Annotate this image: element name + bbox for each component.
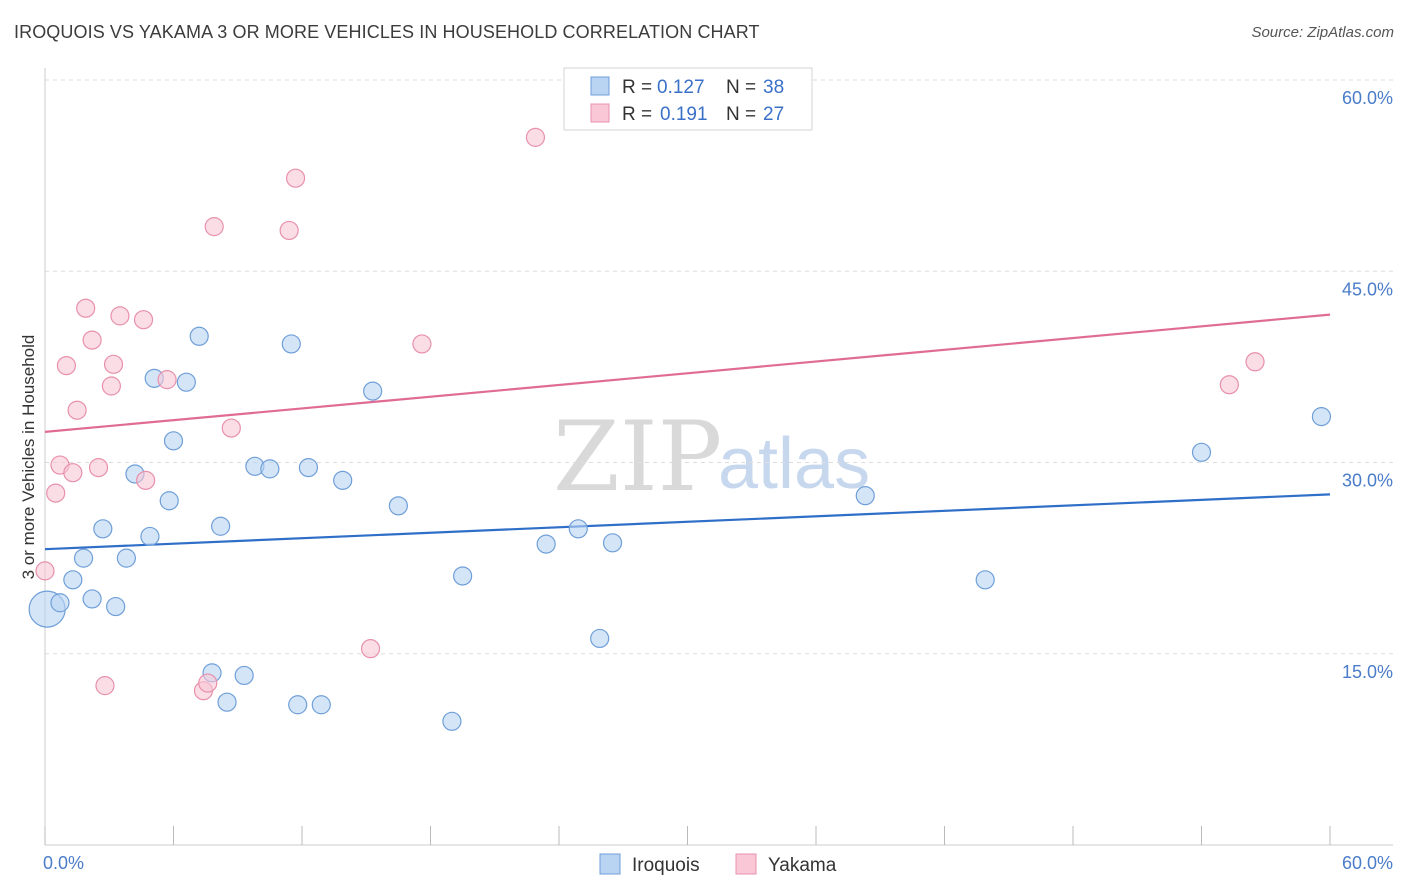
legend-r-label: R = xyxy=(622,77,652,98)
point-iroquois-26 xyxy=(363,381,383,401)
point-iroquois-2 xyxy=(63,570,83,590)
point-iroquois-13 xyxy=(176,372,196,392)
grid-lines xyxy=(45,79,1393,655)
point-iroquois-35 xyxy=(975,570,995,590)
legend-r-value-yakama: 0.191 xyxy=(660,104,708,125)
point-iroquois-14 xyxy=(189,326,209,346)
point-yakama-3 xyxy=(56,356,77,376)
point-yakama-25 xyxy=(1219,375,1239,395)
point-yakama-21 xyxy=(285,168,306,188)
point-iroquois-12 xyxy=(163,431,184,451)
point-iroquois-17 xyxy=(217,692,237,712)
legend-n-label: N = xyxy=(726,104,756,125)
bottom-legend-yakama: Yakama xyxy=(768,855,837,876)
point-iroquois-31 xyxy=(568,519,588,539)
legend-r-label: R = xyxy=(622,104,652,125)
bottom-legend-swatch-yakama xyxy=(735,853,757,875)
point-yakama-4 xyxy=(63,463,83,483)
point-iroquois-18 xyxy=(234,665,254,686)
legend-box: R = 0.127 N = 38 R = 0.191 N = 27 xyxy=(563,67,813,131)
point-iroquois-16 xyxy=(211,516,231,536)
point-yakama-12 xyxy=(110,306,130,326)
point-iroquois-29 xyxy=(453,566,473,586)
y-tick-label: 15.0% xyxy=(1342,662,1393,682)
legend-swatch-iroquois xyxy=(590,76,610,96)
trend-line-yakama xyxy=(44,313,1331,433)
point-iroquois-9 xyxy=(140,526,160,547)
point-iroquois-33 xyxy=(602,533,623,553)
point-yakama-23 xyxy=(412,334,432,354)
point-yakama-8 xyxy=(88,458,109,478)
point-yakama-18 xyxy=(204,217,224,237)
y-tick-label: 60.0% xyxy=(1342,88,1393,108)
point-iroquois-27 xyxy=(388,496,408,516)
legend-n-label: N = xyxy=(726,77,756,98)
y-tick-label: 45.0% xyxy=(1342,279,1393,299)
legend-r-value-iroquois: 0.127 xyxy=(657,77,705,98)
chart-title: IROQUOIS VS YAKAMA 3 OR MORE VEHICLES IN… xyxy=(14,22,760,42)
point-iroquois-20 xyxy=(260,459,280,479)
point-yakama-22 xyxy=(360,639,381,659)
point-iroquois-11 xyxy=(159,491,179,511)
point-yakama-7 xyxy=(82,330,102,350)
point-yakama-20 xyxy=(279,220,299,241)
legend-swatch-yakama xyxy=(590,103,610,123)
point-iroquois-22 xyxy=(288,695,308,715)
legend-n-value-yakama: 27 xyxy=(763,104,784,125)
point-yakama-15 xyxy=(157,370,177,390)
point-iroquois-1 xyxy=(50,593,70,613)
point-yakama-13 xyxy=(133,310,154,330)
x-tick-label-min: 0.0% xyxy=(43,853,84,873)
point-yakama-6 xyxy=(76,298,96,318)
point-yakama-5 xyxy=(67,400,87,420)
bottom-legend-iroquois: Iroquois xyxy=(632,855,700,876)
point-iroquois-36 xyxy=(1191,442,1212,462)
watermark-zip: ZIP xyxy=(553,401,722,513)
trend-line-iroquois xyxy=(44,493,1331,551)
y-axis-title: 3 or more Vehicles in Household xyxy=(19,335,38,580)
axes xyxy=(44,68,1393,846)
point-iroquois-28 xyxy=(442,711,462,731)
trend-lines xyxy=(44,313,1331,551)
point-iroquois-6 xyxy=(106,596,126,617)
point-yakama-17 xyxy=(198,673,218,693)
data-points xyxy=(28,127,1332,731)
point-yakama-10 xyxy=(101,376,121,396)
point-iroquois-25 xyxy=(333,470,353,490)
point-yakama-1 xyxy=(46,483,66,503)
point-iroquois-34 xyxy=(855,486,875,506)
point-iroquois-30 xyxy=(536,534,556,554)
point-yakama-11 xyxy=(103,354,124,374)
bottom-legend: Iroquois Yakama xyxy=(599,853,837,876)
point-yakama-0 xyxy=(35,561,55,581)
point-iroquois-24 xyxy=(311,695,331,715)
point-iroquois-32 xyxy=(590,628,610,649)
point-iroquois-21 xyxy=(281,334,301,354)
point-iroquois-37 xyxy=(1311,407,1332,427)
point-yakama-9 xyxy=(95,676,115,696)
point-iroquois-7 xyxy=(116,548,136,568)
source-label: Source: ZipAtlas.com xyxy=(1251,24,1394,41)
point-yakama-24 xyxy=(525,127,546,147)
point-iroquois-5 xyxy=(93,519,113,539)
watermark-atlas: atlas xyxy=(718,424,870,504)
point-yakama-26 xyxy=(1245,352,1265,372)
point-iroquois-3 xyxy=(73,548,94,568)
point-iroquois-4 xyxy=(82,589,102,609)
point-yakama-14 xyxy=(136,470,156,490)
bottom-legend-swatch-iroquois xyxy=(599,853,621,875)
point-iroquois-23 xyxy=(298,458,319,478)
y-tick-label: 30.0% xyxy=(1342,471,1393,491)
point-yakama-19 xyxy=(221,418,241,438)
legend-n-value-iroquois: 38 xyxy=(763,77,784,98)
y-tick-labels: 15.0% 30.0% 45.0% 60.0% xyxy=(1342,88,1393,682)
x-tick-label-max: 60.0% xyxy=(1342,853,1393,873)
